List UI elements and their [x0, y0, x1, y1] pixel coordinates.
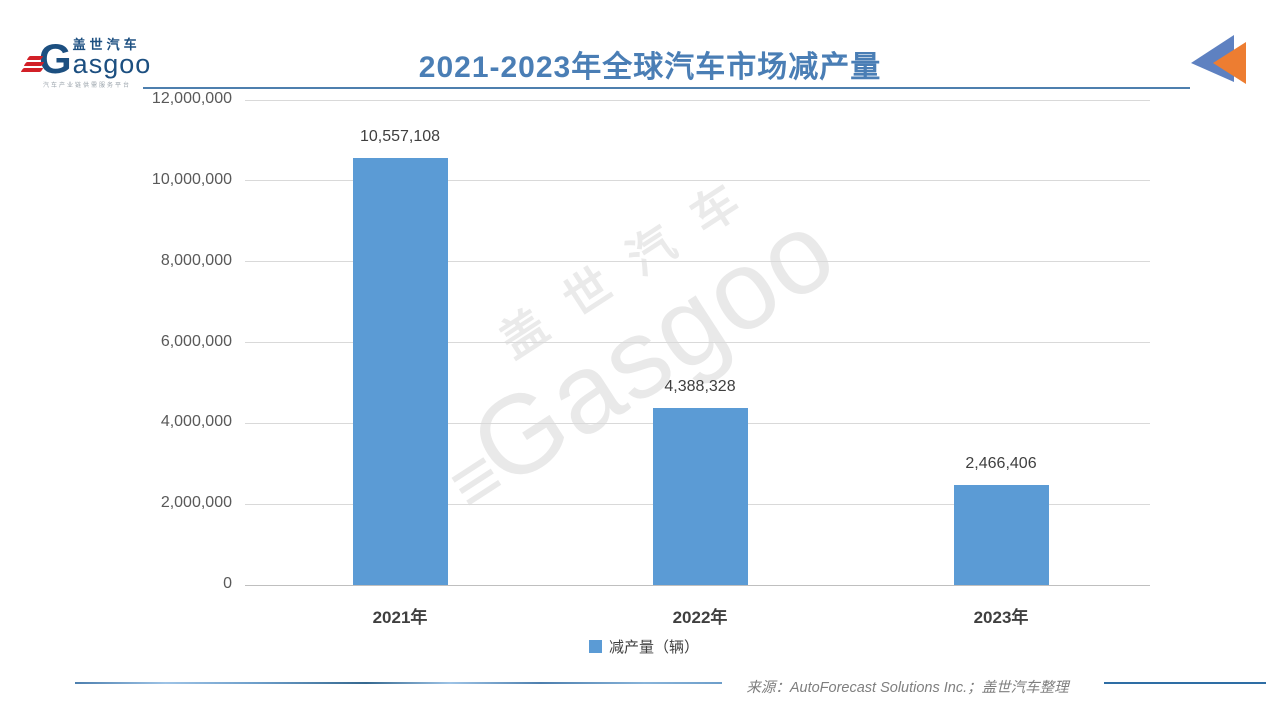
bar	[953, 485, 1049, 585]
title-underline	[143, 87, 1190, 89]
footer-divider-left	[75, 682, 722, 684]
x-tick-label: 2023年	[973, 608, 1029, 627]
gridline	[245, 342, 1150, 343]
bar	[352, 158, 448, 585]
bar-value-label: 10,557,108	[359, 128, 441, 146]
bar-value-label: 4,388,328	[664, 377, 736, 395]
gridline	[245, 99, 1150, 101]
legend-label: 减产量（辆）	[609, 639, 700, 656]
gasgoo-logo-mark: G 盖世汽车 asgoo	[20, 34, 152, 83]
y-tick-label: 2,000,000	[160, 494, 232, 512]
y-tick-label: 6,000,000	[160, 332, 232, 350]
logo-tagline: 汽车产业链供需服务平台	[42, 82, 131, 89]
chart-title: 2021-2023年全球汽车市场减产量	[418, 51, 882, 84]
x-tick-label: 2022年	[672, 608, 728, 627]
gridline	[245, 180, 1150, 182]
footer-divider-right	[1104, 682, 1266, 684]
bar	[652, 407, 748, 585]
logo-chinese-name: 盖世汽车	[72, 37, 141, 52]
y-tick-label: 12,000,000	[151, 90, 232, 107]
bar-value-label: 2,466,406	[965, 455, 1037, 473]
logo-latin-name: asgoo	[72, 49, 152, 79]
legend: 减产量（辆）	[589, 636, 699, 657]
y-tick-label: 4,000,000	[160, 413, 232, 431]
source-attribution: 来源：AutoForecast Solutions Inc.；盖世汽车整理	[746, 680, 1069, 696]
logo-stripes-icon	[20, 54, 45, 72]
y-tick-label: 0	[223, 575, 232, 592]
gasgoo-logo: G 盖世汽车 asgoo 汽车产业链供需服务平台	[20, 34, 152, 89]
y-tick-label: 8,000,000	[160, 251, 232, 269]
corner-triangles-icon	[1191, 35, 1246, 84]
gridline	[245, 261, 1150, 263]
legend-swatch	[589, 640, 602, 653]
y-tick-label: 10,000,000	[151, 170, 232, 188]
x-axis-line	[245, 584, 1150, 586]
x-tick-label: 2021年	[372, 608, 428, 627]
logo-g-letter: G	[39, 35, 72, 83]
